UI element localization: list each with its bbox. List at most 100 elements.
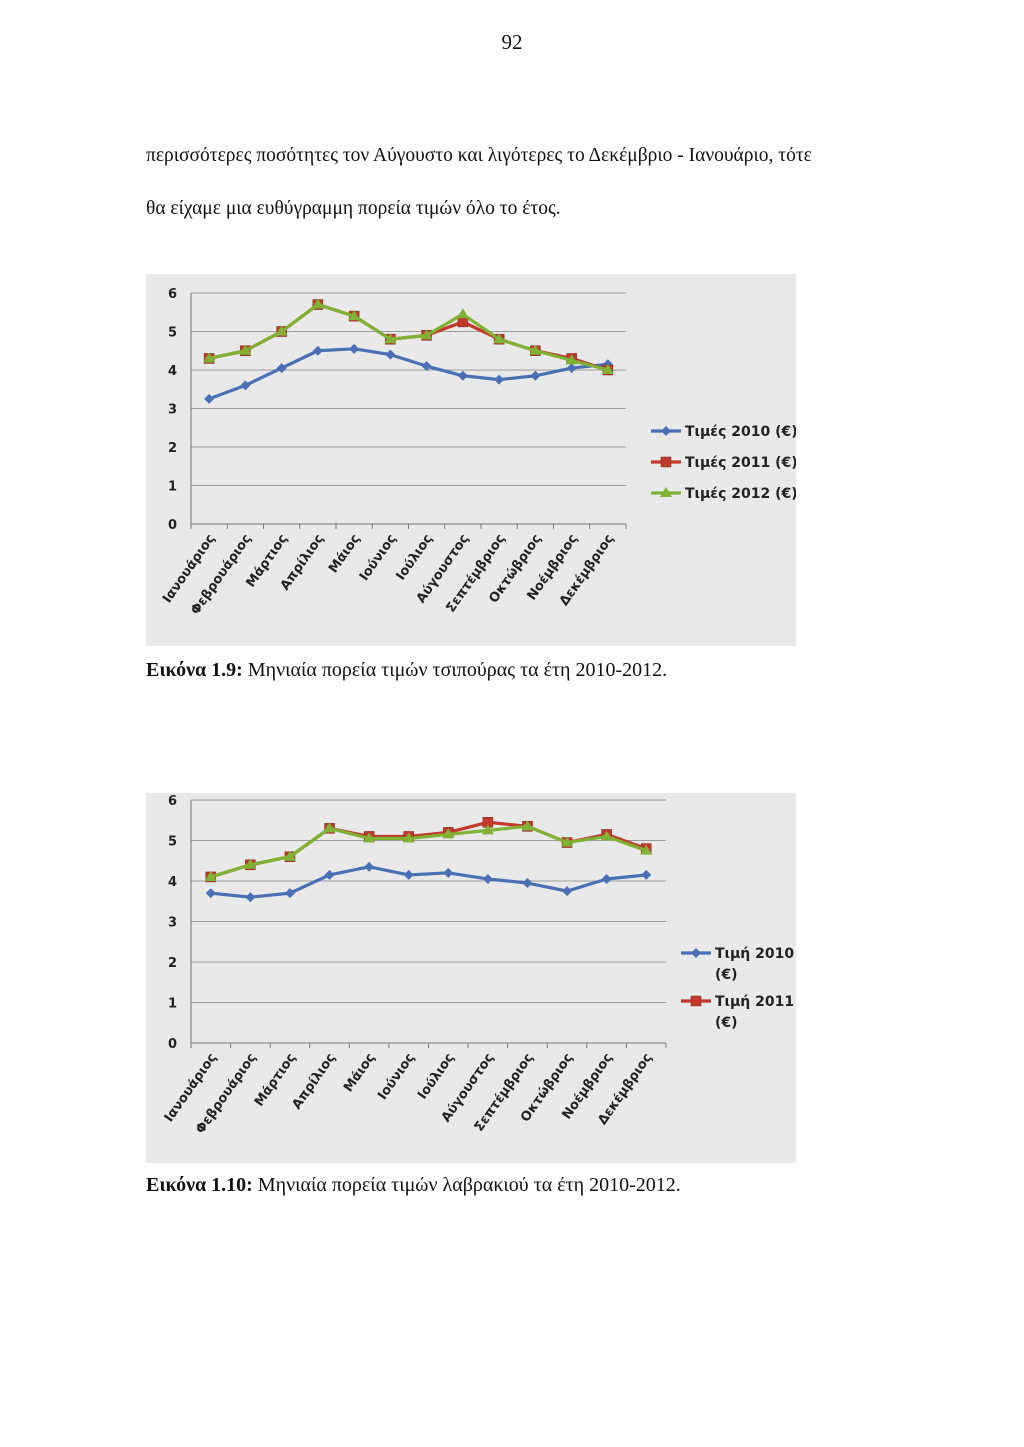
series-3-point — [348, 310, 361, 321]
series-1-point — [482, 873, 493, 884]
series-1-point — [403, 869, 414, 880]
y-tick-label: 3 — [168, 403, 177, 418]
series-1-point — [522, 878, 533, 889]
legend-2-label: Τιμές 2011 (€) — [685, 455, 796, 471]
series-3-point — [204, 870, 217, 881]
series-3-line — [210, 824, 647, 879]
series-3-point — [239, 344, 252, 355]
series-1-point — [245, 892, 256, 903]
x-tick-label: Ιούνιος — [357, 532, 400, 584]
x-tick-label: Μάιος — [326, 532, 363, 576]
series-1-point — [240, 380, 251, 391]
series-1-point — [494, 374, 505, 385]
series-3-point — [640, 844, 653, 855]
series-1-point — [421, 361, 432, 372]
figure-1-10-chart: 0 1 2 3 4 5 6 Ιανουάριος Φεβρουάριος Μάρτιος Απρίλ… — [146, 793, 796, 1163]
y-tick-label: 1 — [168, 997, 177, 1012]
series-1 — [205, 861, 652, 903]
page-number: 92 — [501, 30, 523, 54]
y-tick-label: 2 — [168, 956, 177, 971]
series-3-point — [402, 832, 415, 843]
y-tick-label: 0 — [168, 518, 177, 533]
series-1-point — [349, 343, 360, 354]
figure-1-10-caption: Εικόνα 1.10: Μηνιαία πορεία τιμών λαβρακ… — [146, 1174, 681, 1197]
series-1-point — [312, 345, 323, 356]
series-3-point — [311, 298, 324, 309]
series-1-point — [566, 363, 577, 374]
paragraph-line-1: περισσότερες ποσότητες τον Αύγουστο και … — [146, 145, 812, 166]
series-1-point — [276, 363, 287, 374]
y-tick-label: 6 — [168, 794, 177, 809]
y-tick-label: 1 — [168, 480, 177, 495]
series-1-point — [443, 867, 454, 878]
y-tick-label: 0 — [168, 1037, 177, 1052]
series-3-point — [561, 836, 574, 847]
series-3-point — [323, 822, 336, 833]
series-3-point — [442, 828, 455, 839]
series-1 — [204, 343, 613, 404]
legend-1-marker — [691, 948, 701, 958]
series-1-point — [385, 349, 396, 360]
x-tick-label: Μάιος — [341, 1051, 378, 1095]
y-tick-label: 3 — [168, 916, 177, 931]
series-3-point — [601, 364, 614, 374]
x-tick-label: Ιούλιος — [415, 1051, 457, 1103]
series-3-point — [493, 333, 506, 344]
series-3-point — [244, 858, 257, 869]
series-3 — [204, 820, 653, 881]
series-1-line — [208, 347, 609, 401]
legend-1-marker — [661, 426, 671, 436]
y-tick-label: 2 — [168, 441, 177, 456]
legend-1-label-cont: (€) — [715, 967, 738, 983]
legend-3-marker — [660, 487, 672, 497]
legend-2-marker — [660, 456, 672, 468]
series-1-point — [204, 393, 215, 404]
series-3-point — [203, 352, 216, 363]
legend-1-label: Τιμές 2010 (€) — [685, 424, 796, 440]
y-tick-label: 4 — [168, 875, 177, 890]
chart-svg-2: 0123456ΙανουάριοςΦεβρουάριοςΜάρτιοςΑπρίλ… — [162, 794, 795, 1137]
paragraph-line-2: θα είχαμε μια ευθύγραμμη πορεία τιμών όλ… — [146, 198, 561, 219]
legend-3-label: Τιμές 2012 (€) — [685, 486, 796, 502]
series-3-point — [481, 824, 494, 835]
chart-svg-1: 0123456ΙανουάριοςΦεβρουάριοςΜάρτιοςΑπρίλ… — [160, 287, 796, 618]
x-tick-label: Ιούνιος — [375, 1051, 418, 1103]
figure-1-9-caption-text: Μηνιαία πορεία τιμών τσιπούρας τα έτη 20… — [242, 659, 668, 681]
figure-1-10-label: Εικόνα 1.10: — [146, 1174, 253, 1196]
series-1-point — [530, 370, 541, 381]
legend-1-label: Τιμή 2010 — [715, 946, 794, 962]
figure-1-9-label: Εικόνα 1.9: — [146, 659, 243, 681]
series-3-point — [600, 830, 613, 841]
series-3-line — [208, 302, 609, 372]
series-1-point — [641, 869, 652, 880]
y-tick-label: 5 — [168, 326, 177, 341]
series-1-point — [601, 873, 612, 884]
series-3-point — [363, 832, 376, 843]
series-1-point — [205, 888, 216, 899]
series-2 — [205, 817, 652, 883]
series-3-point — [283, 850, 296, 861]
legend-2-marker — [690, 995, 702, 1007]
series-3-point — [420, 329, 433, 340]
figure-1-9-caption: Εικόνα 1.9: Μηνιαία πορεία τιμών τσιπούρ… — [146, 659, 667, 682]
y-tick-label: 5 — [168, 835, 177, 850]
series-1-point — [364, 861, 375, 872]
series-1-point — [457, 370, 468, 381]
series-3 — [203, 298, 614, 374]
figure-1-10-caption-text: Μηνιαία πορεία τιμών λαβρακιού τα έτη 20… — [252, 1174, 681, 1196]
series-2-line — [210, 820, 647, 879]
y-tick-label: 4 — [168, 364, 177, 379]
legend-2-label: Τιμή 2011 — [715, 994, 794, 1010]
series-3-point — [384, 333, 397, 344]
series-3-point — [456, 308, 469, 319]
series-3-point — [275, 325, 288, 336]
series-3-point — [529, 344, 542, 355]
legend-2-label-cont: (€) — [715, 1015, 738, 1031]
figure-1-9-chart: 0 1 2 3 4 5 6 Ιανουάριος Φεβρουάριος Μάρτιος Απρίλ… — [146, 274, 796, 646]
series-1-line — [210, 865, 647, 899]
y-tick-label: 6 — [168, 287, 177, 302]
series-1-point — [284, 888, 295, 899]
series-3-point — [565, 354, 578, 365]
series-3-point — [521, 820, 534, 831]
series-1-point — [324, 869, 335, 880]
